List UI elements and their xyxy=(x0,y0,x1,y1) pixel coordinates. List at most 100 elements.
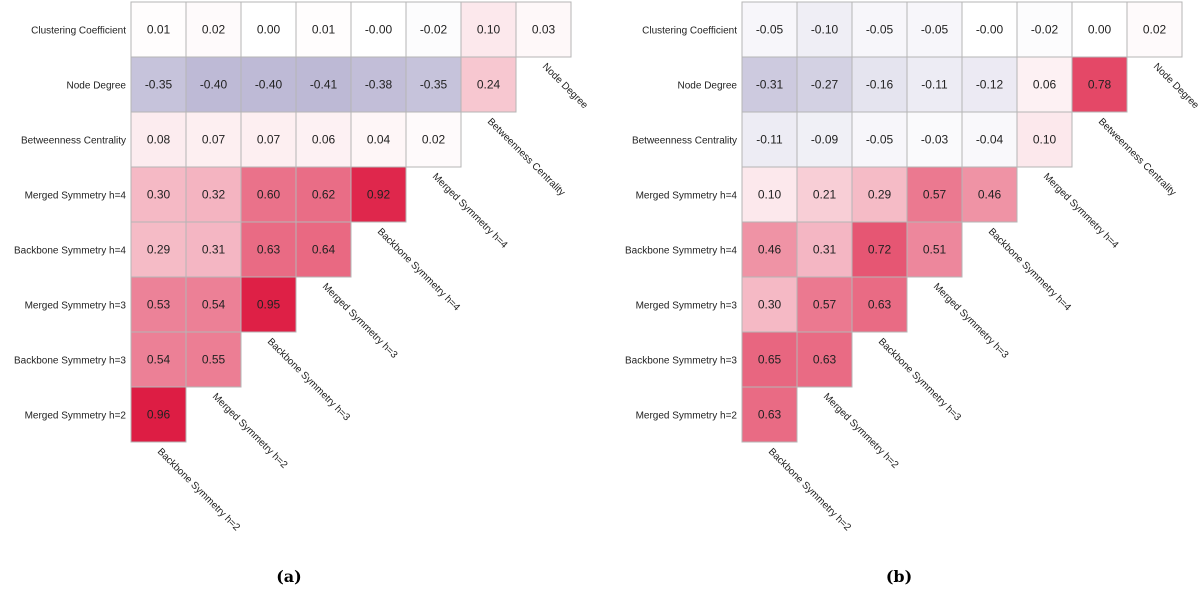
heatmap-cell xyxy=(851,56,908,113)
cell-value-label: -0.05 xyxy=(921,23,949,37)
heatmap-cell xyxy=(1071,56,1128,113)
cell-value-label: 0.30 xyxy=(147,188,171,202)
cell-value-label: 0.78 xyxy=(1088,78,1112,92)
heatmap-cell xyxy=(961,111,1018,168)
cell-value-label: 0.95 xyxy=(257,298,281,312)
heatmap-cell xyxy=(1016,56,1073,113)
heatmap-cell xyxy=(185,166,242,223)
heatmap-cell xyxy=(741,386,798,443)
cell-value-label: 0.57 xyxy=(813,298,837,312)
cell-value-label: -0.38 xyxy=(365,78,393,92)
heatmap-cell xyxy=(796,221,853,278)
cell-value-label: -0.03 xyxy=(921,133,949,147)
cell-value-label: 0.06 xyxy=(1033,78,1057,92)
cell-value-label: 0.63 xyxy=(758,408,782,422)
heatmap-cell xyxy=(796,111,853,168)
cell-value-label: 0.06 xyxy=(312,133,336,147)
row-label: Node Degree xyxy=(678,81,738,92)
column-label: Merged Symmetry h=4 xyxy=(1041,171,1121,251)
row-label: Merged Symmetry h=2 xyxy=(636,411,738,422)
cell-value-label: 0.04 xyxy=(367,133,391,147)
cell-value-label: 0.55 xyxy=(202,353,226,367)
cell-value-label: -0.12 xyxy=(976,78,1004,92)
row-label: Clustering Coefficient xyxy=(642,26,737,37)
cell-value-label: -0.40 xyxy=(255,78,283,92)
cell-value-label: 0.21 xyxy=(813,188,837,202)
heatmap-cell xyxy=(741,1,798,58)
cell-value-label: 0.62 xyxy=(312,188,336,202)
heatmap-cell xyxy=(741,331,798,388)
heatmap-cell xyxy=(130,386,187,443)
cell-value-label: -0.05 xyxy=(756,23,784,37)
heatmap-cell xyxy=(906,56,963,113)
heatmap-cell xyxy=(240,111,297,168)
heatmap-cell xyxy=(240,221,297,278)
heatmap-cell xyxy=(906,111,963,168)
heatmap-panel-a: 0.01 0.02 0.00 0.01 -0.00 -0.02 0.10 0.03 -0.35 -… xyxy=(14,1,590,586)
cell-value-label: 0.02 xyxy=(422,133,446,147)
row-label: Betweenness Centrality xyxy=(632,136,737,147)
heatmap-cell xyxy=(295,111,352,168)
cell-value-label: 0.24 xyxy=(477,78,501,92)
row-label: Clustering Coefficient xyxy=(31,26,126,37)
cell-value-label: 0.29 xyxy=(147,243,171,257)
heatmap-cell xyxy=(515,1,572,58)
cell-value-label: 0.64 xyxy=(312,243,336,257)
cell-value-label: 0.07 xyxy=(202,133,226,147)
heatmap-cell xyxy=(961,166,1018,223)
heatmap-cell xyxy=(851,111,908,168)
cell-value-label: 0.57 xyxy=(923,188,947,202)
cell-value-label: 0.53 xyxy=(147,298,171,312)
column-label: Backbone Symmetry h=4 xyxy=(375,226,462,313)
column-label: Backbone Symmetry h=3 xyxy=(265,336,352,423)
cell-value-label: -0.35 xyxy=(420,78,448,92)
cell-value-label: 0.63 xyxy=(813,353,837,367)
cell-value-label: 0.72 xyxy=(868,243,892,257)
column-label: Node Degree xyxy=(1151,61,1199,111)
cell-value-label: -0.41 xyxy=(310,78,338,92)
heatmap-cell xyxy=(460,56,517,113)
cell-value-label: 0.08 xyxy=(147,133,171,147)
heatmap-cell xyxy=(1016,111,1073,168)
heatmap-cell xyxy=(906,221,963,278)
cell-value-label: 0.01 xyxy=(312,23,336,37)
heatmap-cell xyxy=(295,166,352,223)
row-label: Backbone Symmetry h=3 xyxy=(14,356,126,367)
cell-value-label: -0.11 xyxy=(756,133,783,147)
column-label: Merged Symmetry h=4 xyxy=(430,171,510,251)
cell-value-label: 0.00 xyxy=(257,23,281,37)
row-label: Merged Symmetry h=2 xyxy=(25,411,127,422)
cell-value-label: 0.10 xyxy=(477,23,501,37)
cell-value-label: -0.35 xyxy=(145,78,173,92)
heatmap-cell xyxy=(240,1,297,58)
cell-value-label: -0.11 xyxy=(921,78,948,92)
row-label: Backbone Symmetry h=4 xyxy=(14,246,126,257)
cell-value-label: 0.65 xyxy=(758,353,782,367)
cell-value-label: 0.03 xyxy=(532,23,556,37)
cell-value-label: 0.60 xyxy=(257,188,281,202)
heatmap-cell xyxy=(240,276,297,333)
row-label: Betweenness Centrality xyxy=(21,136,126,147)
cell-value-label: 0.31 xyxy=(202,243,226,257)
cell-value-label: 0.54 xyxy=(147,353,171,367)
heatmap-cell xyxy=(906,166,963,223)
cell-value-label: -0.00 xyxy=(976,23,1004,37)
cell-value-label: 0.02 xyxy=(1143,23,1167,37)
cell-value-label: 0.07 xyxy=(257,133,281,147)
heatmap-cell xyxy=(796,166,853,223)
cell-value-label: 0.01 xyxy=(147,23,171,37)
heatmap-cell xyxy=(350,166,407,223)
heatmap-cell xyxy=(350,111,407,168)
cell-value-label: 0.46 xyxy=(758,243,782,257)
heatmap-cell xyxy=(130,166,187,223)
row-label: Merged Symmetry h=3 xyxy=(25,301,127,312)
cell-value-label: 0.51 xyxy=(923,243,947,257)
heatmap-cell xyxy=(405,1,462,58)
heatmap-cell xyxy=(796,276,853,333)
heatmap-cell xyxy=(185,111,242,168)
row-label: Merged Symmetry h=3 xyxy=(636,301,738,312)
column-label: Backbone Symmetry h=2 xyxy=(766,446,853,533)
heatmap-cell xyxy=(405,111,462,168)
heatmap-panel-b: -0.05 -0.10 -0.05 -0.05 -0.00 -0.02 0.00 0.02 -0… xyxy=(625,1,1199,586)
